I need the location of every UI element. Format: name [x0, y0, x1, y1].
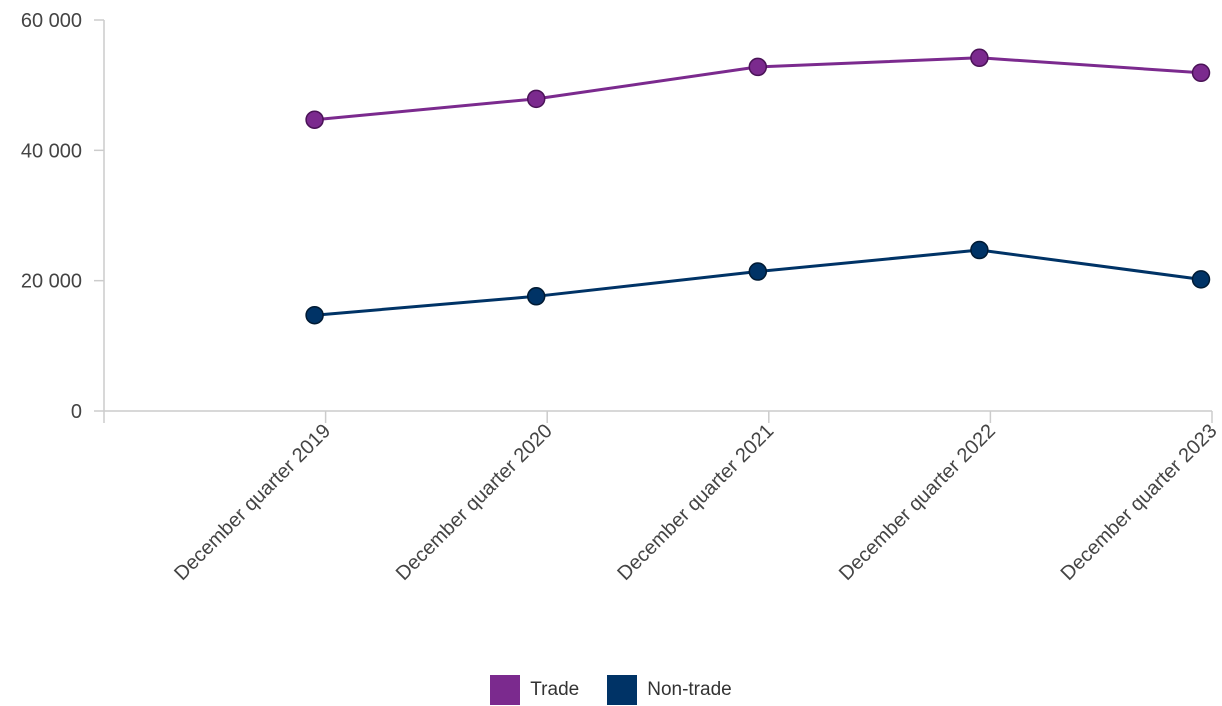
- x-tick-label: December quarter 2022: [835, 420, 1000, 585]
- data-point-non-trade: [305, 305, 324, 325]
- data-point-trade: [748, 57, 768, 77]
- x-tick-label: December quarter 2019: [170, 420, 335, 585]
- data-point-non-trade: [970, 240, 989, 260]
- data-point-trade: [1191, 63, 1211, 83]
- y-tick-label: 0: [71, 401, 82, 423]
- series-line-non-trade: [313, 248, 1203, 317]
- legend-label-trade: Trade: [530, 679, 580, 700]
- data-point-trade: [526, 89, 546, 109]
- data-point-non-trade: [748, 262, 768, 281]
- legend-item-non-trade[interactable]: Non-trade: [607, 675, 732, 705]
- legend: Trade Non-trade: [0, 675, 1222, 705]
- x-tick-label: December quarter 2023: [1057, 420, 1222, 585]
- legend-swatch-trade: [490, 675, 521, 705]
- x-tick-label: December quarter 2021: [613, 420, 778, 585]
- legend-swatch-non-trade: [607, 675, 638, 705]
- legend-item-trade[interactable]: Trade: [490, 675, 579, 705]
- data-point-trade: [970, 48, 989, 68]
- x-tick-label: December quarter 2020: [392, 420, 557, 585]
- data-point-non-trade: [526, 287, 546, 306]
- y-tick-label: 20 000: [21, 271, 82, 293]
- y-tick-label: 60 000: [21, 10, 82, 32]
- data-point-non-trade: [1191, 270, 1211, 289]
- legend-label-non-trade: Non-trade: [647, 679, 732, 700]
- data-point-trade: [305, 110, 324, 129]
- y-tick-label: 40 000: [21, 140, 82, 162]
